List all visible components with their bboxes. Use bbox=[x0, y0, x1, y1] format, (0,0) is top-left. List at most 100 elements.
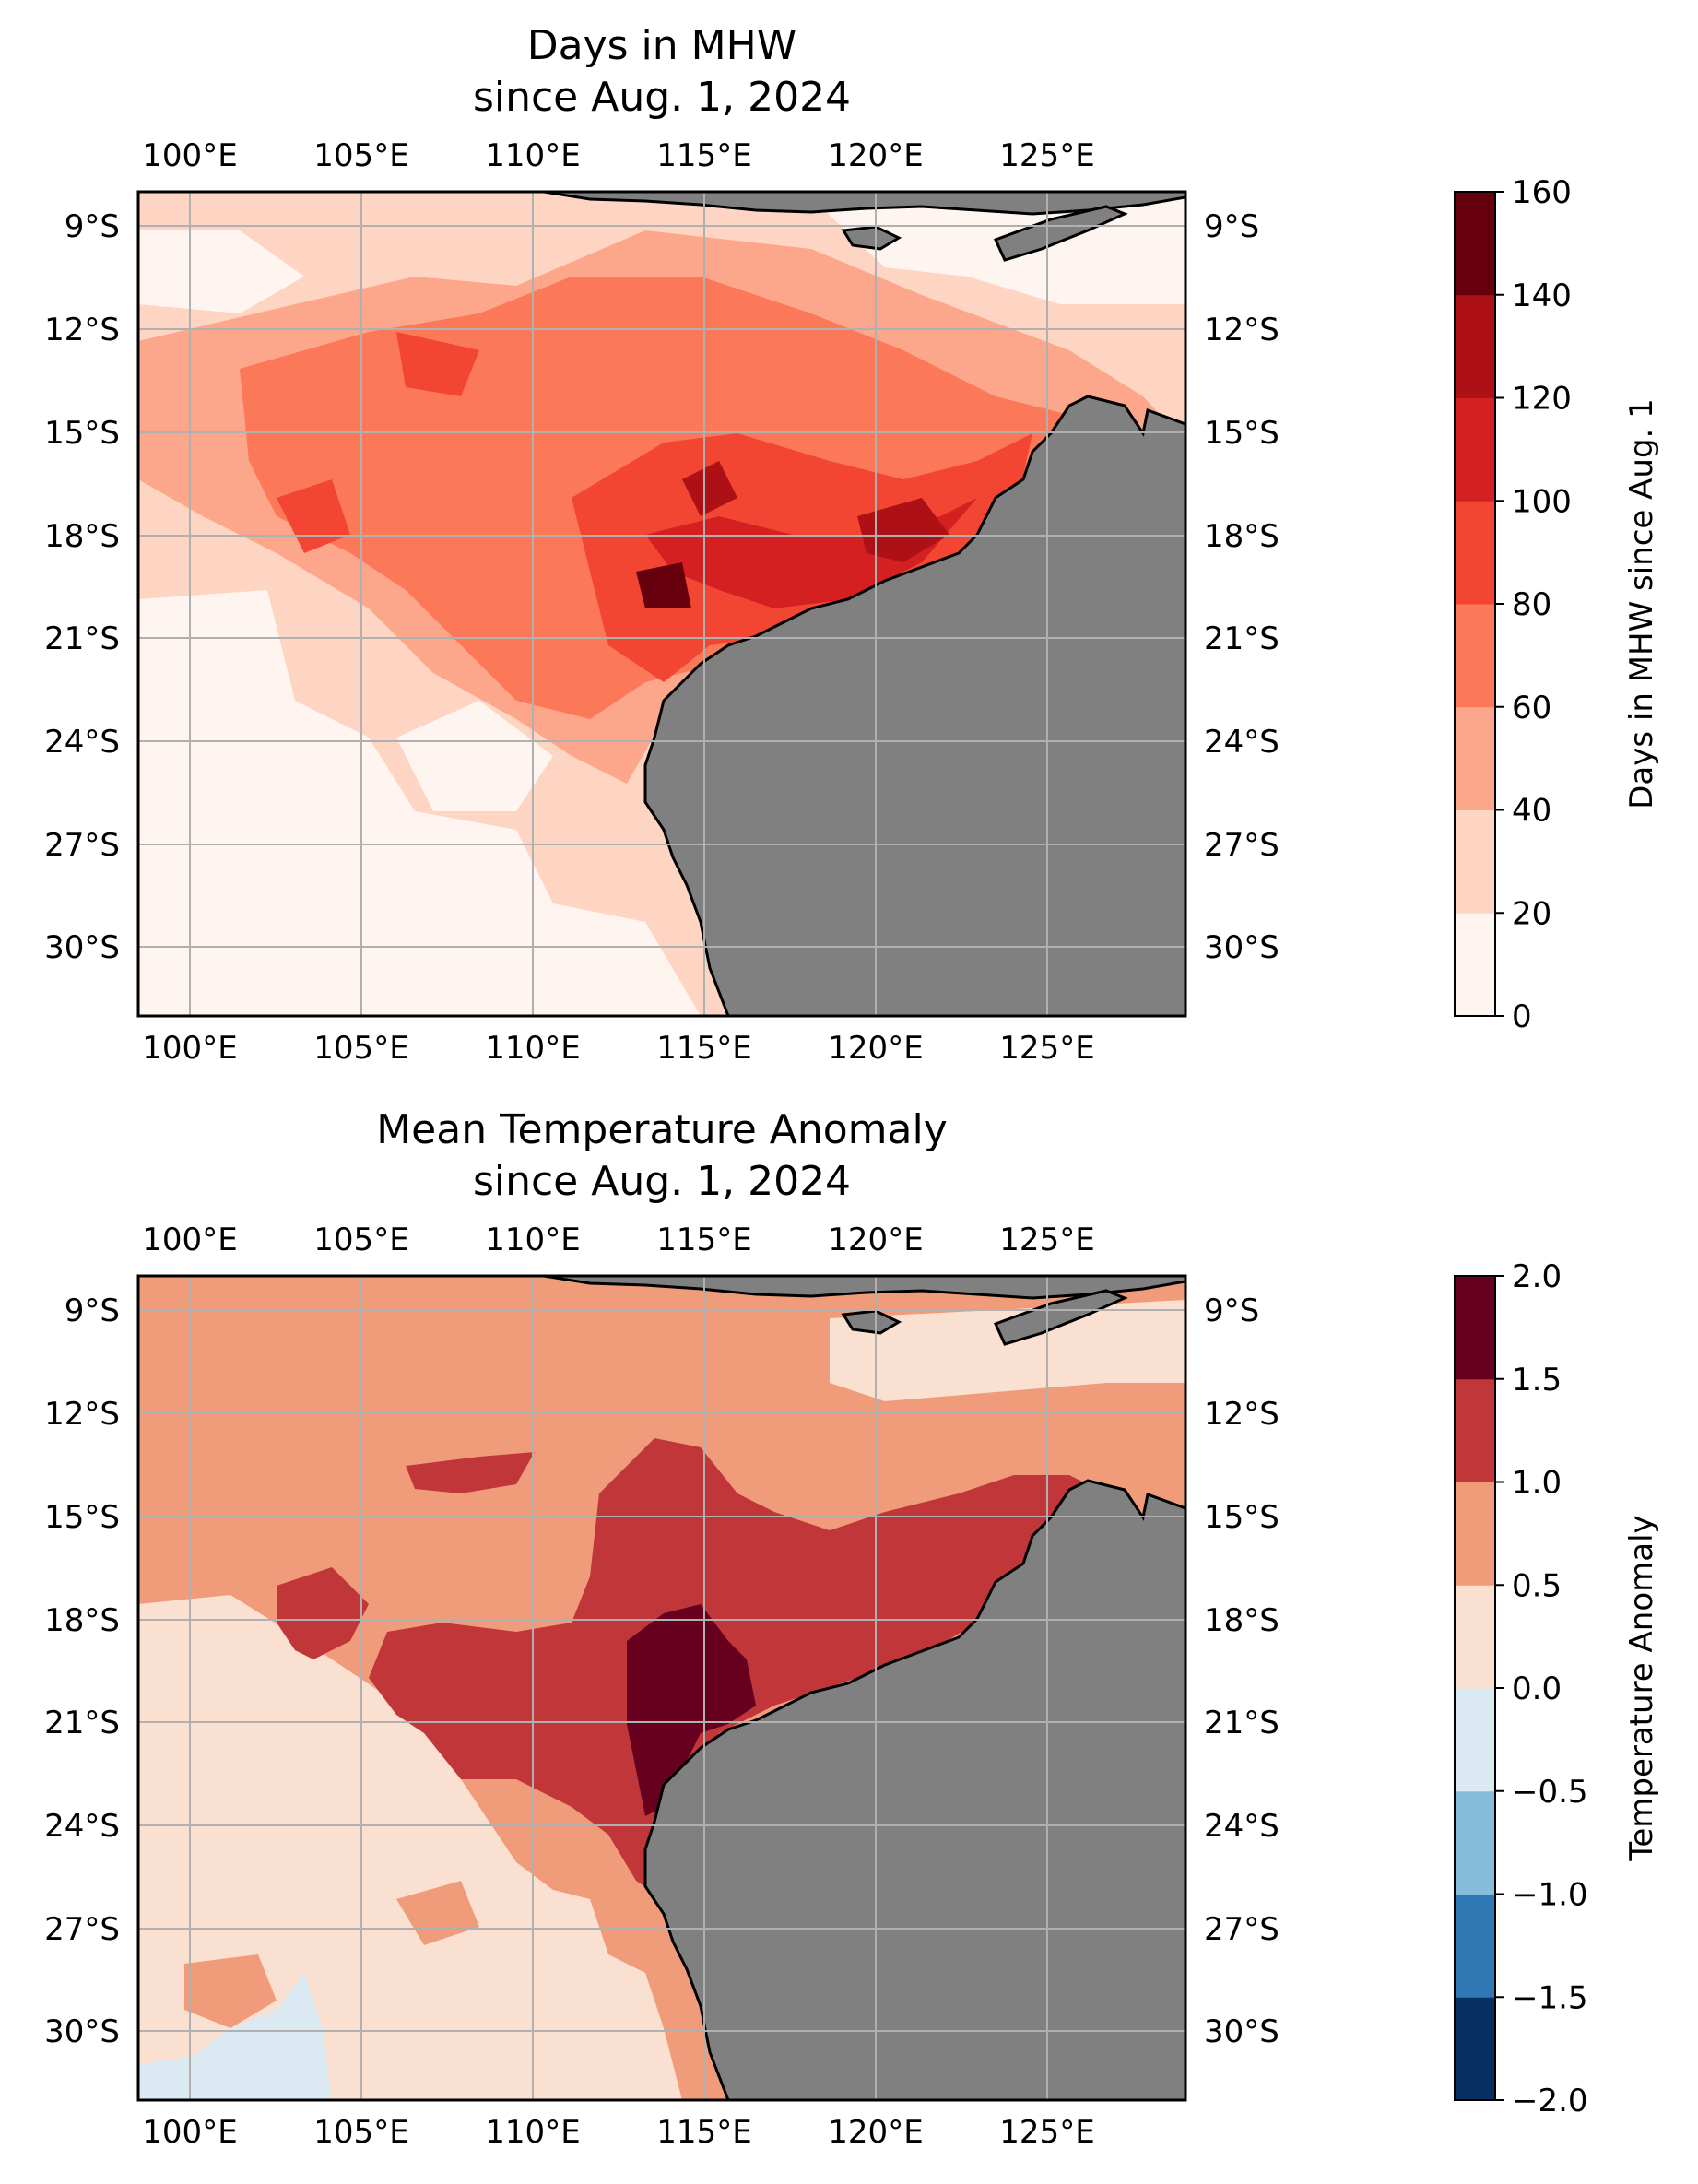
lat-tick-label: 12°S bbox=[44, 312, 120, 348]
map-field-mhw bbox=[138, 192, 1185, 1016]
lat-tick-label: 27°S bbox=[1204, 1911, 1279, 1948]
colorbar-segment bbox=[1455, 1378, 1495, 1482]
colorbar-tick-label: 0 bbox=[1512, 998, 1532, 1035]
lat-labels-right: 9°S 12°S 15°S 18°S 21°S 24°S 27°S 30°S bbox=[1204, 208, 1279, 966]
lon-labels-bottom: 100°E 105°E 110°E 115°E 120°E 125°E bbox=[142, 1030, 1094, 1067]
lat-tick-label: 30°S bbox=[44, 2013, 120, 2050]
lon-tick-label: 100°E bbox=[142, 1030, 237, 1067]
lat-tick-label: 12°S bbox=[1204, 1396, 1279, 1433]
lon-labels-top: 100°E 105°E 110°E 115°E 120°E 125°E bbox=[142, 1222, 1094, 1258]
colorbar-segment bbox=[1455, 1997, 1495, 2101]
lat-tick-label: 24°S bbox=[44, 1808, 120, 1845]
lon-labels-top: 100°E 105°E 110°E 115°E 120°E 125°E bbox=[142, 137, 1094, 174]
colorbar-tick-label: 2.0 bbox=[1512, 1258, 1562, 1295]
lon-tick-label: 120°E bbox=[828, 137, 923, 174]
lat-tick-label: 15°S bbox=[1204, 415, 1279, 452]
map-panel-mhw: Days in MHW since Aug. 1, 2024 bbox=[44, 22, 1660, 1067]
colorbar-mhw: 0 20 40 60 80 100 120 140 160 Days in MHW since … bbox=[1454, 174, 1660, 1035]
map-title-line1: Mean Temperature Anomaly bbox=[376, 1106, 948, 1153]
colorbar-tick-label: 40 bbox=[1512, 793, 1551, 830]
anomaly-patch bbox=[184, 1954, 277, 2028]
high-anomaly-patch-west bbox=[277, 1567, 369, 1659]
colorbar-anomaly: −2.0 −1.5 −1.0 −0.5 0.0 0.5 1.0 1.5 2.0 Temperat… bbox=[1454, 1258, 1660, 2119]
lon-tick-label: 105°E bbox=[313, 1222, 408, 1258]
colorbar-segment bbox=[1455, 604, 1495, 708]
land-sumba bbox=[841, 1309, 902, 1335]
lon-tick-label: 110°E bbox=[485, 1222, 580, 1258]
lon-tick-label: 120°E bbox=[828, 2114, 923, 2151]
gridlines-mhw bbox=[138, 192, 1185, 1016]
colorbar-tick-label: 140 bbox=[1512, 277, 1572, 314]
peak-mhw-patch-b bbox=[857, 498, 949, 562]
map-panel-anomaly: Mean Temperature Anomaly since Aug. 1, 2… bbox=[44, 1106, 1660, 2151]
colorbar-tick-label: 1.0 bbox=[1512, 1465, 1562, 1502]
lon-tick-label: 115°E bbox=[656, 1222, 751, 1258]
map-field-anomaly bbox=[138, 1276, 1185, 2100]
lat-tick-label: 12°S bbox=[1204, 312, 1279, 348]
very-high-anomaly-region bbox=[627, 1604, 756, 1816]
colorbar-tick-label: 160 bbox=[1512, 174, 1572, 211]
lon-tick-label: 125°E bbox=[999, 1222, 1094, 1258]
lat-tick-label: 21°S bbox=[44, 1705, 120, 1741]
lat-tick-label: 12°S bbox=[44, 1396, 120, 1433]
colorbar-tick-label: −1.5 bbox=[1512, 1979, 1588, 2016]
lon-tick-label: 115°E bbox=[656, 137, 751, 174]
colorbar-segments bbox=[1455, 1276, 1495, 2101]
gridlines-anomaly bbox=[138, 1276, 1185, 2100]
colorbar-label: Days in MHW since Aug. 1 bbox=[1623, 398, 1660, 809]
lat-tick-label: 21°S bbox=[44, 620, 120, 657]
low-mhw-region-sw bbox=[138, 590, 701, 1016]
colorbar-tick-label: 100 bbox=[1512, 483, 1572, 520]
lon-tick-label: 105°E bbox=[313, 1030, 408, 1067]
colorbar-ticks: 0 20 40 60 80 100 120 140 160 bbox=[1495, 174, 1572, 1035]
lat-tick-label: 9°S bbox=[1204, 1293, 1259, 1329]
lon-tick-label: 110°E bbox=[485, 137, 580, 174]
low-mhw-region-nw bbox=[138, 230, 304, 313]
lat-labels-right: 9°S 12°S 15°S 18°S 21°S 24°S 27°S 30°S bbox=[1204, 1293, 1279, 2050]
low-anomaly-region-ne bbox=[830, 1300, 1185, 1401]
colorbar-segment bbox=[1455, 1482, 1495, 1586]
map-title-line2: since Aug. 1, 2024 bbox=[473, 1158, 851, 1205]
colorbar-segment bbox=[1455, 294, 1495, 398]
lon-labels-bottom: 100°E 105°E 110°E 115°E 120°E 125°E bbox=[142, 2114, 1094, 2151]
lat-tick-label: 9°S bbox=[1204, 208, 1259, 245]
lon-tick-label: 125°E bbox=[999, 137, 1094, 174]
lon-tick-label: 105°E bbox=[313, 2114, 408, 2151]
colorbar-segment bbox=[1455, 1894, 1495, 1998]
high-mhw-patch-north bbox=[396, 332, 479, 396]
colorbar-label: Temperature Anomaly bbox=[1623, 1515, 1660, 1861]
low-mhw-patch bbox=[396, 701, 553, 811]
lat-tick-label: 15°S bbox=[1204, 1499, 1279, 1536]
peak-mhw-patch-a bbox=[682, 461, 737, 516]
colorbar-tick-label: 0.0 bbox=[1512, 1670, 1562, 1707]
lat-tick-label: 15°S bbox=[44, 415, 120, 452]
colorbar-segment bbox=[1455, 1585, 1495, 1689]
colorbar-tick-label: 20 bbox=[1512, 895, 1551, 932]
lat-tick-label: 30°S bbox=[1204, 2013, 1279, 2050]
colorbar-segments bbox=[1455, 192, 1495, 1017]
land-sumba bbox=[841, 225, 902, 251]
colorbar-segment bbox=[1455, 809, 1495, 914]
land-australia bbox=[643, 1479, 1185, 2100]
lat-tick-label: 30°S bbox=[1204, 929, 1279, 966]
negative-anomaly-region bbox=[138, 1973, 332, 2100]
colorbar-segment bbox=[1455, 706, 1495, 810]
colorbar-tick-label: −0.5 bbox=[1512, 1774, 1588, 1811]
colorbar-tick-label: 0.5 bbox=[1512, 1567, 1562, 1604]
lat-labels-left: 9°S 12°S 15°S 18°S 21°S 24°S 27°S 30°S bbox=[44, 1293, 120, 2050]
lat-tick-label: 18°S bbox=[1204, 1602, 1279, 1639]
lat-tick-label: 24°S bbox=[44, 724, 120, 761]
colorbar-tick-label: 1.5 bbox=[1512, 1362, 1562, 1399]
lat-tick-label: 24°S bbox=[1204, 724, 1279, 761]
lat-tick-label: 18°S bbox=[1204, 518, 1279, 555]
colorbar-segment bbox=[1455, 397, 1495, 502]
colorbar-segment bbox=[1455, 1790, 1495, 1895]
colorbar-tick-label: −2.0 bbox=[1512, 2083, 1588, 2119]
lat-labels-left: 9°S 12°S 15°S 18°S 21°S 24°S 27°S 30°S bbox=[44, 208, 120, 966]
lat-tick-label: 18°S bbox=[44, 518, 120, 555]
lon-tick-label: 125°E bbox=[999, 2114, 1094, 2151]
lon-tick-label: 100°E bbox=[142, 137, 237, 174]
map-frame bbox=[136, 1274, 1187, 2102]
lon-tick-label: 110°E bbox=[485, 1030, 580, 1067]
